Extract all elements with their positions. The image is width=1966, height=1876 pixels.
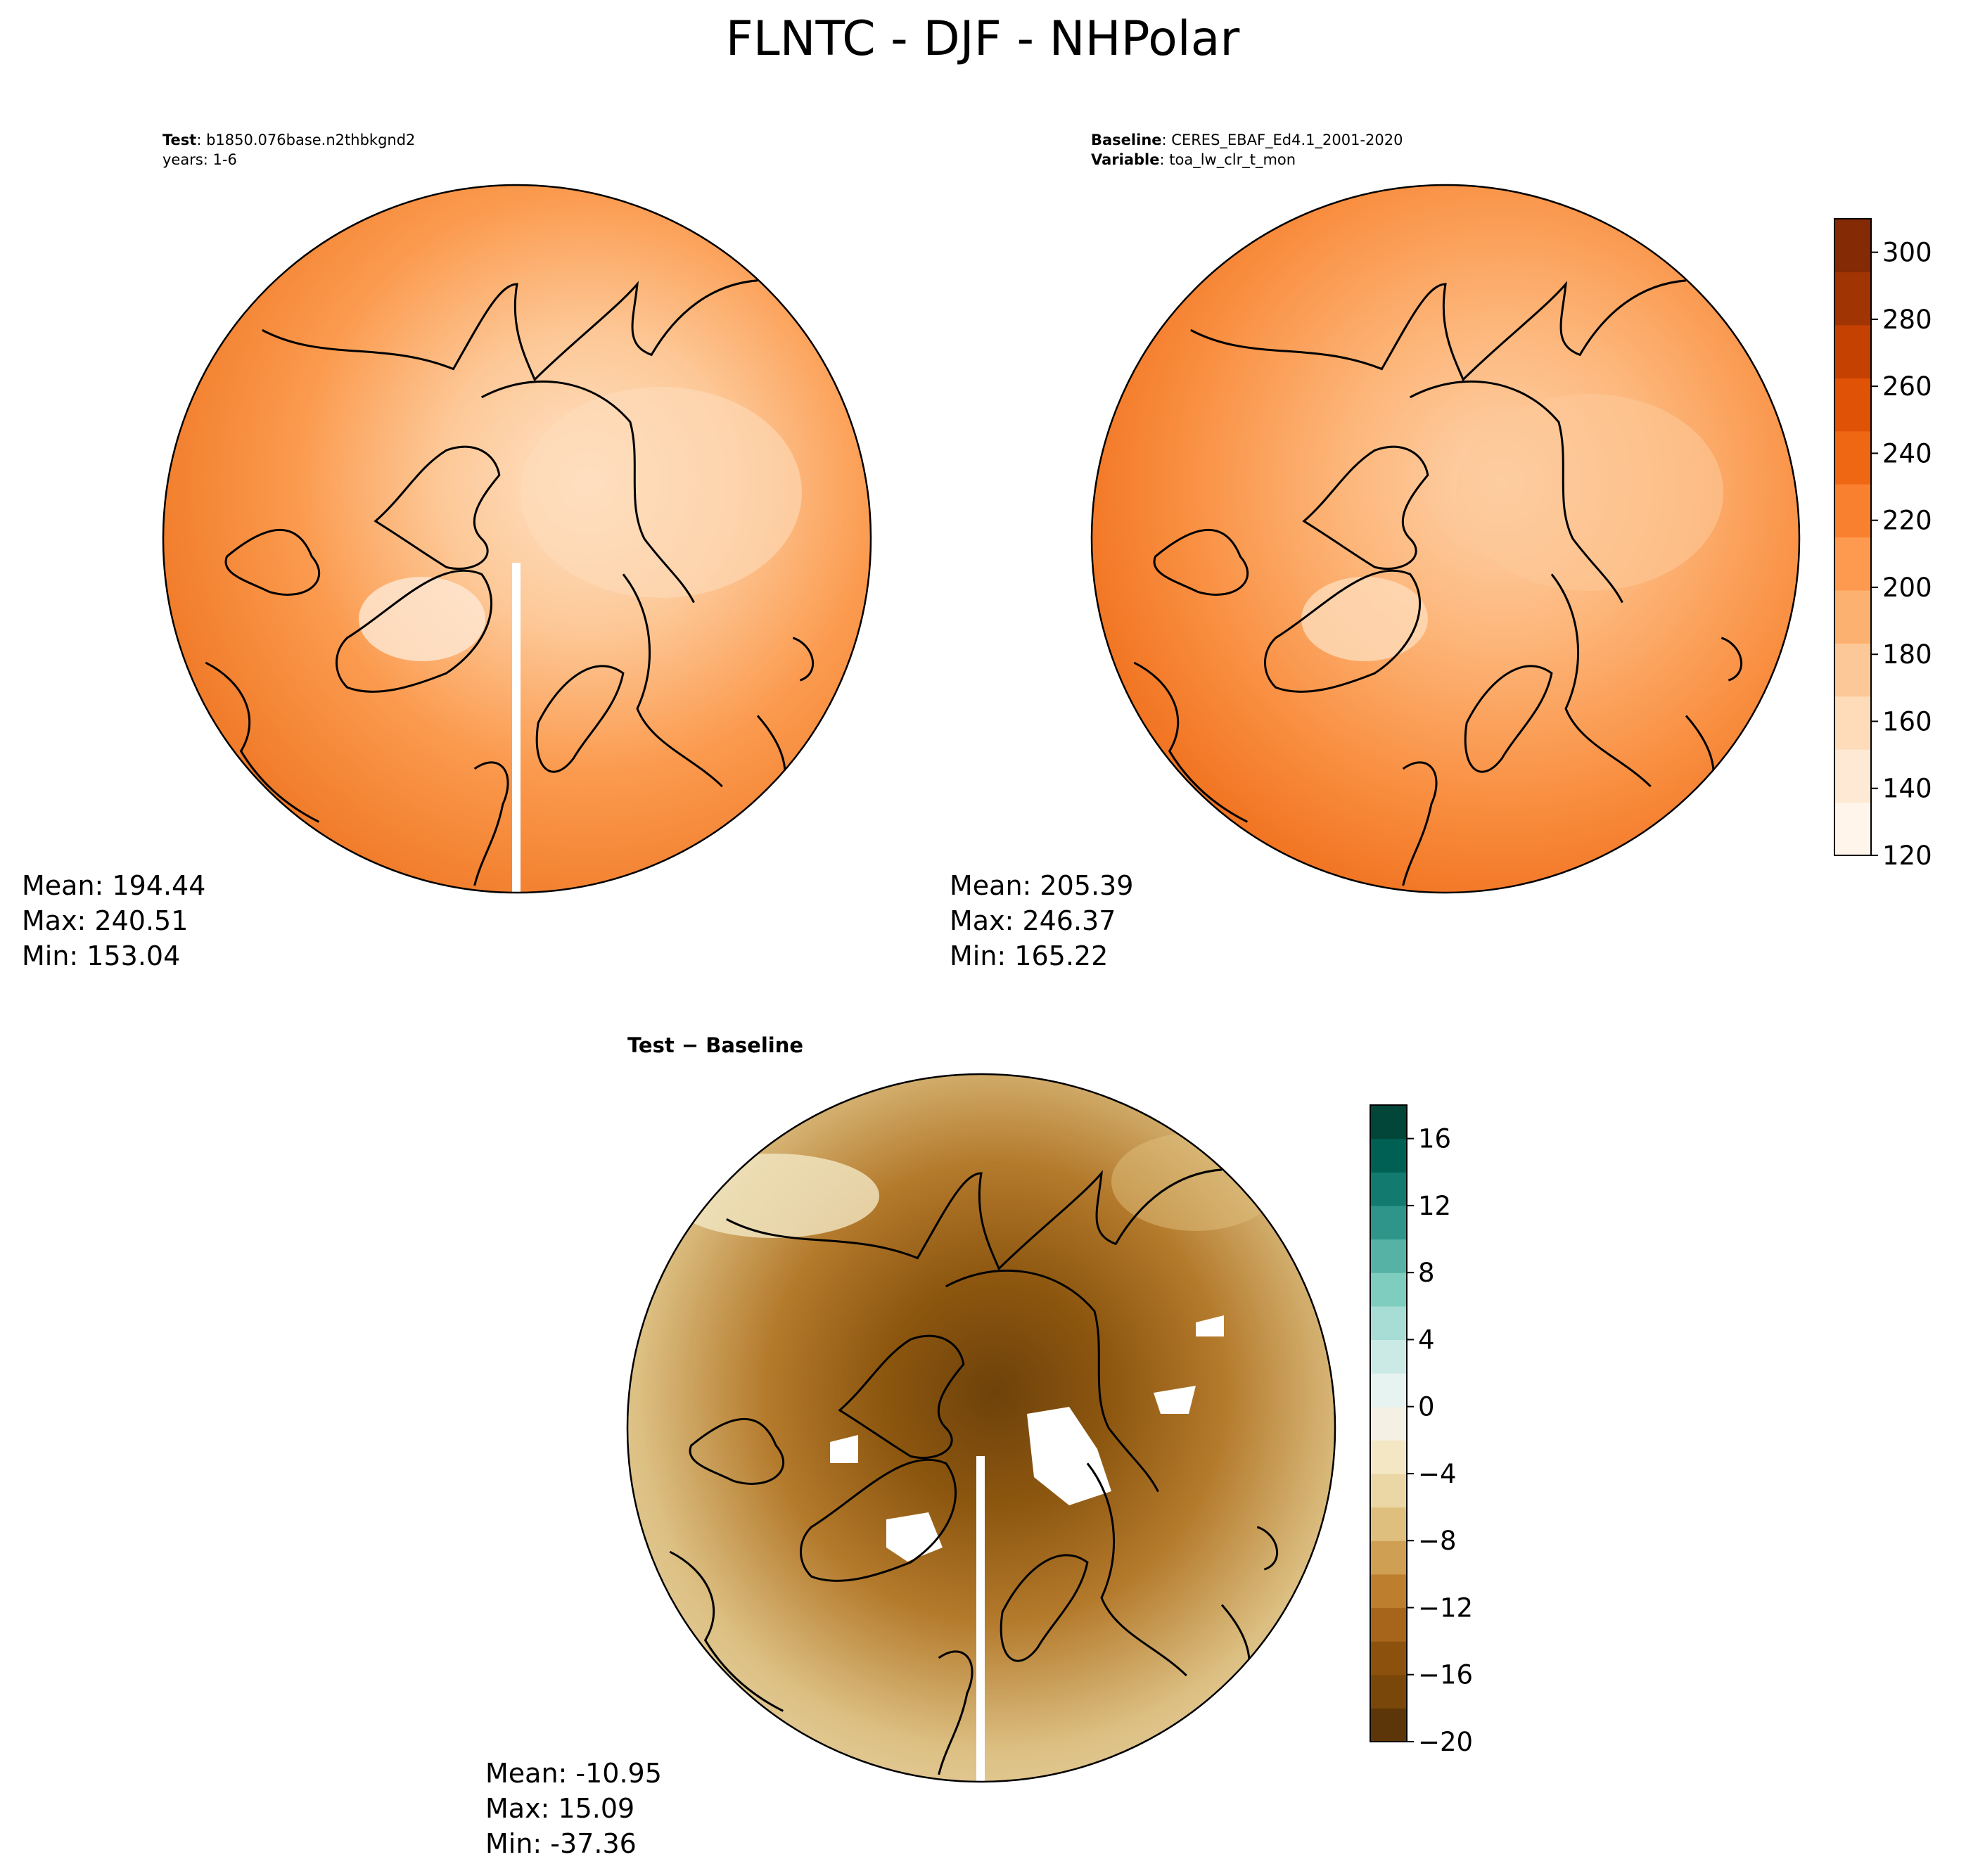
colorbar-absolute-tick-label: 280 xyxy=(1882,305,1932,335)
colorbar-difference-segment xyxy=(1370,1674,1407,1709)
test-info-case: b1850.076base.n2thbkgnd2 xyxy=(206,132,415,148)
colorbar-difference-tick-label: −4 xyxy=(1418,1459,1457,1489)
baseline-max: Max: 246.37 xyxy=(950,905,1116,936)
variable-info-label: Variable xyxy=(1091,151,1159,168)
colorbar-difference-segment xyxy=(1370,1607,1407,1642)
test-info-line-1: Test: b1850.076base.n2thbkgnd2 xyxy=(162,132,415,148)
colorbar-difference-segment xyxy=(1370,1440,1407,1474)
colorbar-difference-segment xyxy=(1370,1306,1407,1341)
test-info-label: Test xyxy=(162,132,196,148)
baseline-info-label: Baseline xyxy=(1091,132,1162,148)
colorbar-absolute-segment xyxy=(1834,272,1871,326)
panel-difference: Test − Baseline Mean: -10.95 Max: 15.09 … xyxy=(485,1033,1336,1859)
colorbar-difference-segment xyxy=(1370,1574,1407,1609)
colorbar-difference: −20 −16 −12 −8 −4 0 4 8 12 16 xyxy=(1370,1104,1473,1757)
colorbar-difference-segment xyxy=(1370,1507,1407,1541)
colorbar-absolute-tick-label: 180 xyxy=(1882,639,1932,670)
baseline-info-colon: : xyxy=(1162,132,1172,148)
panel-baseline: Baseline: CERES_EBAF_Ed4.1_2001-2020 Var… xyxy=(950,132,1801,971)
colorbar-difference-segment xyxy=(1370,1239,1407,1273)
test-info-colon: : xyxy=(196,132,206,148)
colorbar-difference-segment xyxy=(1370,1138,1407,1173)
colorbar-absolute-tick-label: 220 xyxy=(1882,506,1932,536)
figure-title: FLNTC - DJF - NHPolar xyxy=(726,11,1240,67)
test-info-years: years: 1-6 xyxy=(162,151,237,168)
colorbar-difference-frame xyxy=(1370,1104,1408,1742)
colorbar-absolute-segment xyxy=(1834,802,1871,856)
colorbar-difference-segment xyxy=(1370,1641,1407,1676)
colorbar-difference-segment xyxy=(1370,1373,1407,1408)
variable-info-value: toa_lw_clr_t_mon xyxy=(1169,151,1296,169)
colorbar-difference-segment xyxy=(1370,1473,1407,1508)
test-map xyxy=(163,185,871,893)
colorbar-difference-tick-label: 0 xyxy=(1418,1392,1435,1422)
test-mean: Mean: 194.44 xyxy=(22,870,205,901)
colorbar-absolute-segment xyxy=(1834,589,1871,644)
test-map-border xyxy=(162,184,872,894)
colorbar-difference-segment xyxy=(1370,1272,1407,1307)
colorbar-absolute-tick-label: 300 xyxy=(1882,238,1932,268)
colorbar-absolute-segment xyxy=(1834,749,1871,803)
colorbar-difference-segment xyxy=(1370,1205,1407,1240)
baseline-info-value: CERES_EBAF_Ed4.1_2001-2020 xyxy=(1171,132,1403,149)
baseline-info-line-1: Baseline: CERES_EBAF_Ed4.1_2001-2020 xyxy=(1091,132,1403,149)
colorbar-difference-segment xyxy=(1370,1339,1407,1374)
colorbar-absolute-tick-label: 160 xyxy=(1882,706,1932,736)
colorbar-difference-tick-label: 8 xyxy=(1418,1258,1435,1288)
colorbar-absolute-segment xyxy=(1834,696,1871,750)
difference-mean: Mean: -10.95 xyxy=(485,1758,662,1789)
colorbar-absolute-tick-label: 200 xyxy=(1882,573,1932,603)
baseline-map-border xyxy=(1090,184,1801,894)
test-min: Min: 153.04 xyxy=(22,940,180,971)
colorbar-absolute-tick-label: 120 xyxy=(1882,841,1932,871)
colorbar-absolute-segment xyxy=(1834,430,1871,485)
colorbar-difference-segment xyxy=(1370,1708,1407,1742)
colorbar-difference-tick-label: 4 xyxy=(1418,1325,1435,1355)
colorbar-absolute-frame xyxy=(1834,218,1872,856)
colorbar-difference-tick-label: −8 xyxy=(1418,1526,1457,1556)
colorbar-absolute-segment xyxy=(1834,219,1871,273)
colorbar-difference-tick-label: 16 xyxy=(1418,1124,1451,1154)
colorbar-absolute-segment xyxy=(1834,484,1871,538)
baseline-mean: Mean: 205.39 xyxy=(950,870,1133,901)
colorbar-difference-tick-label: −20 xyxy=(1418,1727,1473,1757)
panel-test: Test: b1850.076base.n2thbkgnd2 years: 1-… xyxy=(22,132,872,971)
colorbar-absolute-segment xyxy=(1834,537,1871,591)
baseline-map xyxy=(1092,185,1799,893)
baseline-min: Min: 165.22 xyxy=(950,940,1108,971)
colorbar-difference-segment xyxy=(1370,1172,1407,1206)
difference-max: Max: 15.09 xyxy=(485,1793,634,1824)
colorbar-difference-segment xyxy=(1370,1406,1407,1441)
difference-min: Min: -37.36 xyxy=(485,1828,637,1859)
colorbar-absolute: 120 140 160 180 200 220 240 260 280 300 xyxy=(1834,218,1932,871)
colorbar-difference-segment xyxy=(1370,1105,1407,1140)
colorbar-absolute-segment xyxy=(1834,324,1871,378)
colorbar-absolute-segment xyxy=(1834,378,1871,432)
colorbar-absolute-segment xyxy=(1834,643,1871,697)
colorbar-difference-segment xyxy=(1370,1540,1407,1575)
colorbar-absolute-tick-label: 260 xyxy=(1882,371,1932,402)
colorbar-absolute-tick-label: 140 xyxy=(1882,774,1932,804)
test-max: Max: 240.51 xyxy=(22,905,188,936)
colorbar-difference-tick-label: −12 xyxy=(1418,1593,1473,1623)
difference-map-border xyxy=(626,1073,1336,1783)
colorbar-absolute-tick-label: 240 xyxy=(1882,438,1932,468)
colorbar-difference-tick-label: 12 xyxy=(1418,1191,1451,1221)
baseline-info-line-2: Variable: toa_lw_clr_t_mon xyxy=(1091,151,1296,169)
difference-title: Test − Baseline xyxy=(627,1033,803,1057)
variable-info-colon: : xyxy=(1159,151,1169,168)
colorbar-difference-tick-label: −16 xyxy=(1418,1660,1473,1690)
